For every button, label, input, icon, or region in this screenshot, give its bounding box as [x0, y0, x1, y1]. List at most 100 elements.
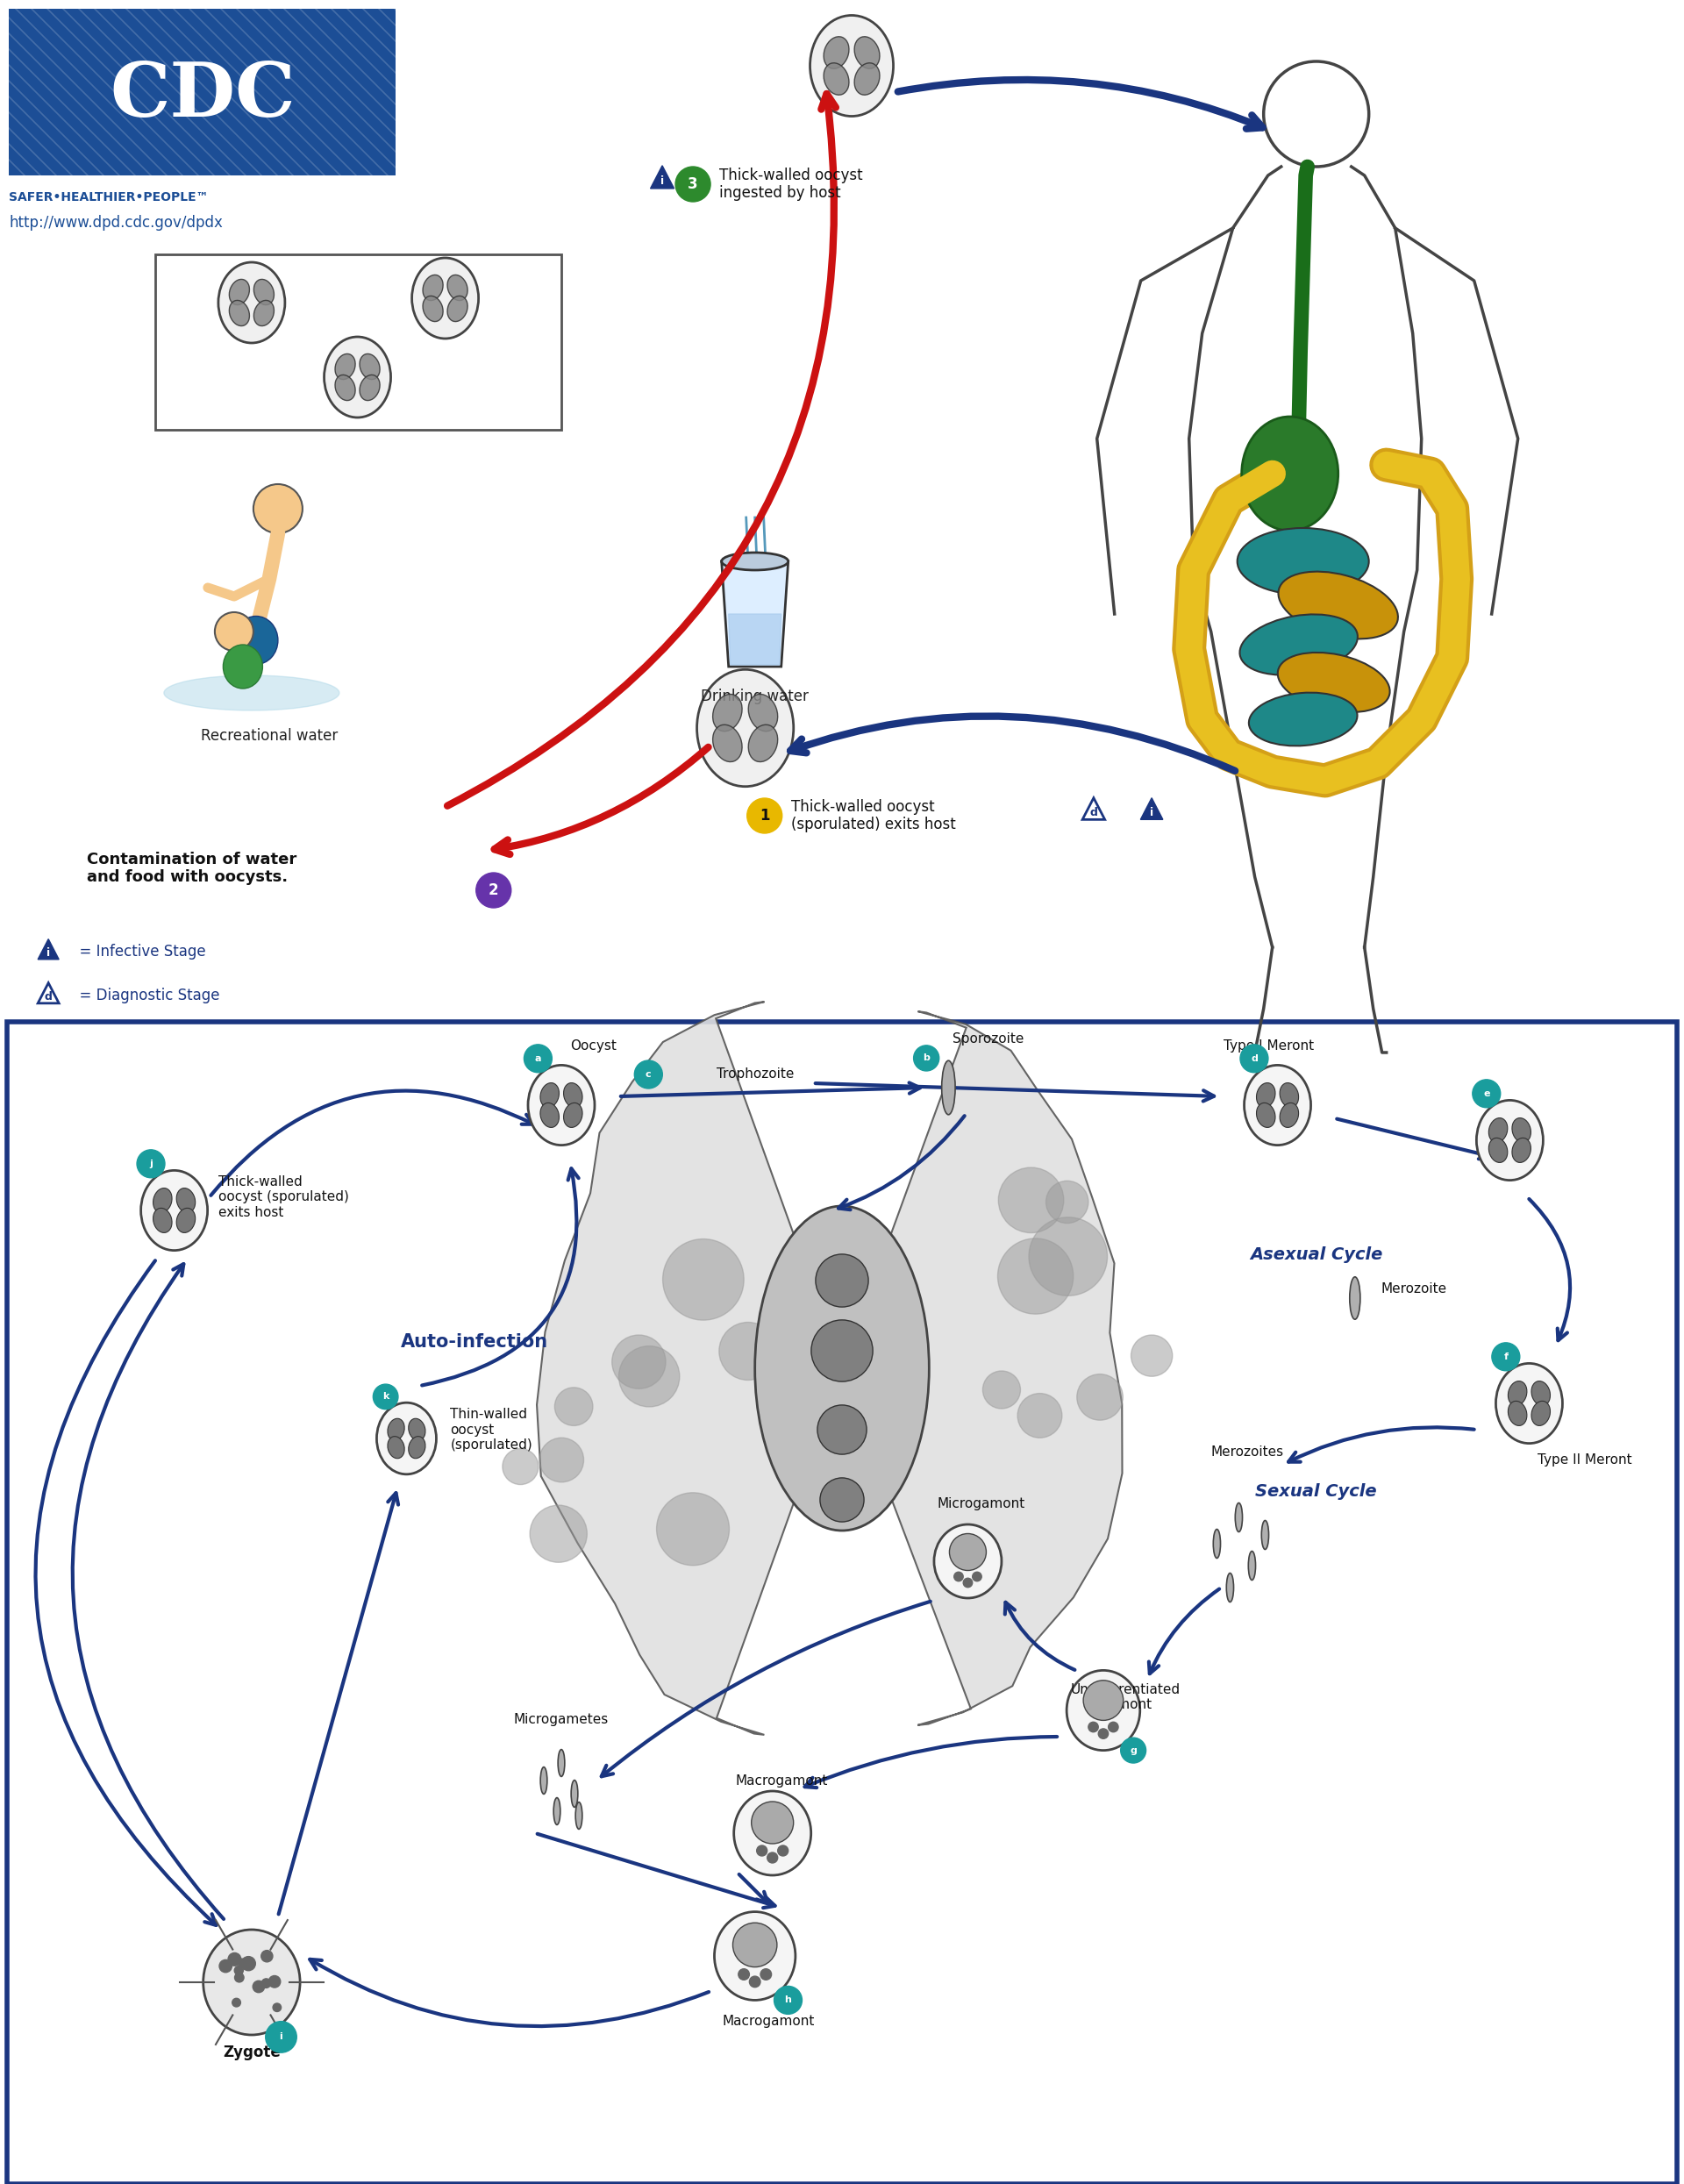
- Text: Thin-walled
oocyst
(sporulated): Thin-walled oocyst (sporulated): [450, 1409, 532, 1452]
- Text: Macrogamont: Macrogamont: [734, 1773, 827, 1787]
- Circle shape: [1083, 1679, 1123, 1721]
- Ellipse shape: [935, 1524, 1002, 1599]
- Circle shape: [241, 1957, 256, 1970]
- Ellipse shape: [1250, 692, 1357, 747]
- Text: i: i: [47, 948, 51, 959]
- Ellipse shape: [697, 670, 793, 786]
- Ellipse shape: [409, 1437, 426, 1459]
- Circle shape: [751, 1802, 793, 1843]
- Ellipse shape: [1239, 614, 1357, 675]
- Ellipse shape: [323, 336, 391, 417]
- Circle shape: [539, 1437, 584, 1483]
- Circle shape: [1239, 1044, 1268, 1072]
- Ellipse shape: [748, 725, 778, 762]
- Ellipse shape: [153, 1188, 172, 1212]
- Text: j: j: [150, 1160, 153, 1168]
- Circle shape: [216, 612, 253, 651]
- Ellipse shape: [529, 1066, 594, 1144]
- Circle shape: [1088, 1721, 1098, 1732]
- Ellipse shape: [1531, 1380, 1551, 1406]
- Ellipse shape: [1495, 1363, 1563, 1444]
- Ellipse shape: [234, 616, 278, 664]
- Ellipse shape: [360, 376, 381, 400]
- Circle shape: [374, 1385, 397, 1409]
- Circle shape: [820, 1479, 864, 1522]
- Bar: [155, 253, 561, 430]
- Circle shape: [253, 1981, 264, 1992]
- Ellipse shape: [557, 1749, 564, 1776]
- Text: Type I Meront: Type I Meront: [1224, 1040, 1314, 1053]
- Text: Sexual Cycle: Sexual Cycle: [1256, 1483, 1378, 1500]
- Text: http://www.dpd.cdc.gov/dpdx: http://www.dpd.cdc.gov/dpdx: [8, 214, 222, 232]
- Circle shape: [749, 1977, 761, 1987]
- Circle shape: [963, 1579, 972, 1588]
- Text: Sporozoite: Sporozoite: [953, 1033, 1024, 1046]
- Circle shape: [733, 1922, 776, 1968]
- Circle shape: [237, 1959, 246, 1968]
- Ellipse shape: [229, 280, 249, 306]
- Text: Contamination of water
and food with oocysts.: Contamination of water and food with ooc…: [88, 852, 296, 885]
- Text: Trophozoite: Trophozoite: [716, 1068, 793, 1081]
- Ellipse shape: [423, 297, 443, 321]
- Text: Type II Meront: Type II Meront: [1537, 1455, 1632, 1468]
- Ellipse shape: [229, 301, 249, 325]
- Ellipse shape: [141, 1171, 207, 1251]
- Text: i: i: [280, 2033, 283, 2042]
- Text: Asexual Cycle: Asexual Cycle: [1250, 1245, 1383, 1262]
- Circle shape: [611, 1334, 665, 1389]
- Polygon shape: [537, 1002, 842, 1734]
- Ellipse shape: [748, 695, 778, 732]
- Ellipse shape: [1226, 1572, 1234, 1603]
- Ellipse shape: [387, 1437, 404, 1459]
- Text: 1: 1: [759, 808, 770, 823]
- Text: 3: 3: [687, 177, 699, 192]
- Ellipse shape: [541, 1767, 547, 1793]
- Text: Thick-walled oocyst
(sporulated) exits host: Thick-walled oocyst (sporulated) exits h…: [791, 799, 955, 832]
- Ellipse shape: [1256, 1083, 1275, 1107]
- Circle shape: [761, 1968, 771, 1981]
- Ellipse shape: [571, 1780, 578, 1806]
- Text: g: g: [1130, 1745, 1137, 1754]
- Ellipse shape: [254, 301, 274, 325]
- Text: d: d: [1090, 808, 1098, 819]
- Circle shape: [817, 1404, 867, 1455]
- Ellipse shape: [409, 1417, 426, 1441]
- Text: = Diagnostic Stage: = Diagnostic Stage: [71, 987, 221, 1002]
- Ellipse shape: [1238, 529, 1369, 594]
- Circle shape: [1076, 1374, 1123, 1420]
- Ellipse shape: [1477, 1101, 1543, 1179]
- Polygon shape: [1140, 797, 1164, 819]
- Ellipse shape: [387, 1417, 404, 1441]
- Bar: [7, 1022, 1677, 2184]
- Ellipse shape: [1244, 1066, 1310, 1144]
- Ellipse shape: [823, 37, 849, 68]
- Polygon shape: [842, 1011, 1122, 1725]
- Circle shape: [815, 1254, 869, 1306]
- Ellipse shape: [1278, 572, 1398, 640]
- Circle shape: [1132, 1334, 1172, 1376]
- Ellipse shape: [177, 1188, 195, 1212]
- Ellipse shape: [423, 275, 443, 301]
- Text: Thick-walled oocyst
ingested by host: Thick-walled oocyst ingested by host: [719, 168, 862, 201]
- Circle shape: [756, 1845, 768, 1856]
- Circle shape: [748, 797, 781, 834]
- Text: Merozoite: Merozoite: [1381, 1282, 1447, 1295]
- Ellipse shape: [335, 354, 355, 380]
- Text: Undifferentiated
Gamont: Undifferentiated Gamont: [1071, 1684, 1180, 1712]
- Circle shape: [266, 2022, 296, 2053]
- Circle shape: [502, 1448, 539, 1485]
- Polygon shape: [721, 561, 788, 666]
- Circle shape: [524, 1044, 552, 1072]
- Ellipse shape: [576, 1802, 583, 1830]
- Text: f: f: [1504, 1352, 1507, 1361]
- Ellipse shape: [854, 37, 879, 68]
- Circle shape: [1029, 1216, 1108, 1295]
- Circle shape: [234, 1966, 242, 1974]
- Circle shape: [477, 874, 512, 909]
- Text: Thick-walled
oocyst (sporulated)
exits host: Thick-walled oocyst (sporulated) exits h…: [217, 1175, 349, 1219]
- Text: Oocyst: Oocyst: [571, 1040, 616, 1053]
- Circle shape: [261, 1979, 271, 1987]
- Circle shape: [1108, 1721, 1118, 1732]
- Text: Recreational water: Recreational water: [200, 727, 338, 745]
- Ellipse shape: [254, 280, 274, 306]
